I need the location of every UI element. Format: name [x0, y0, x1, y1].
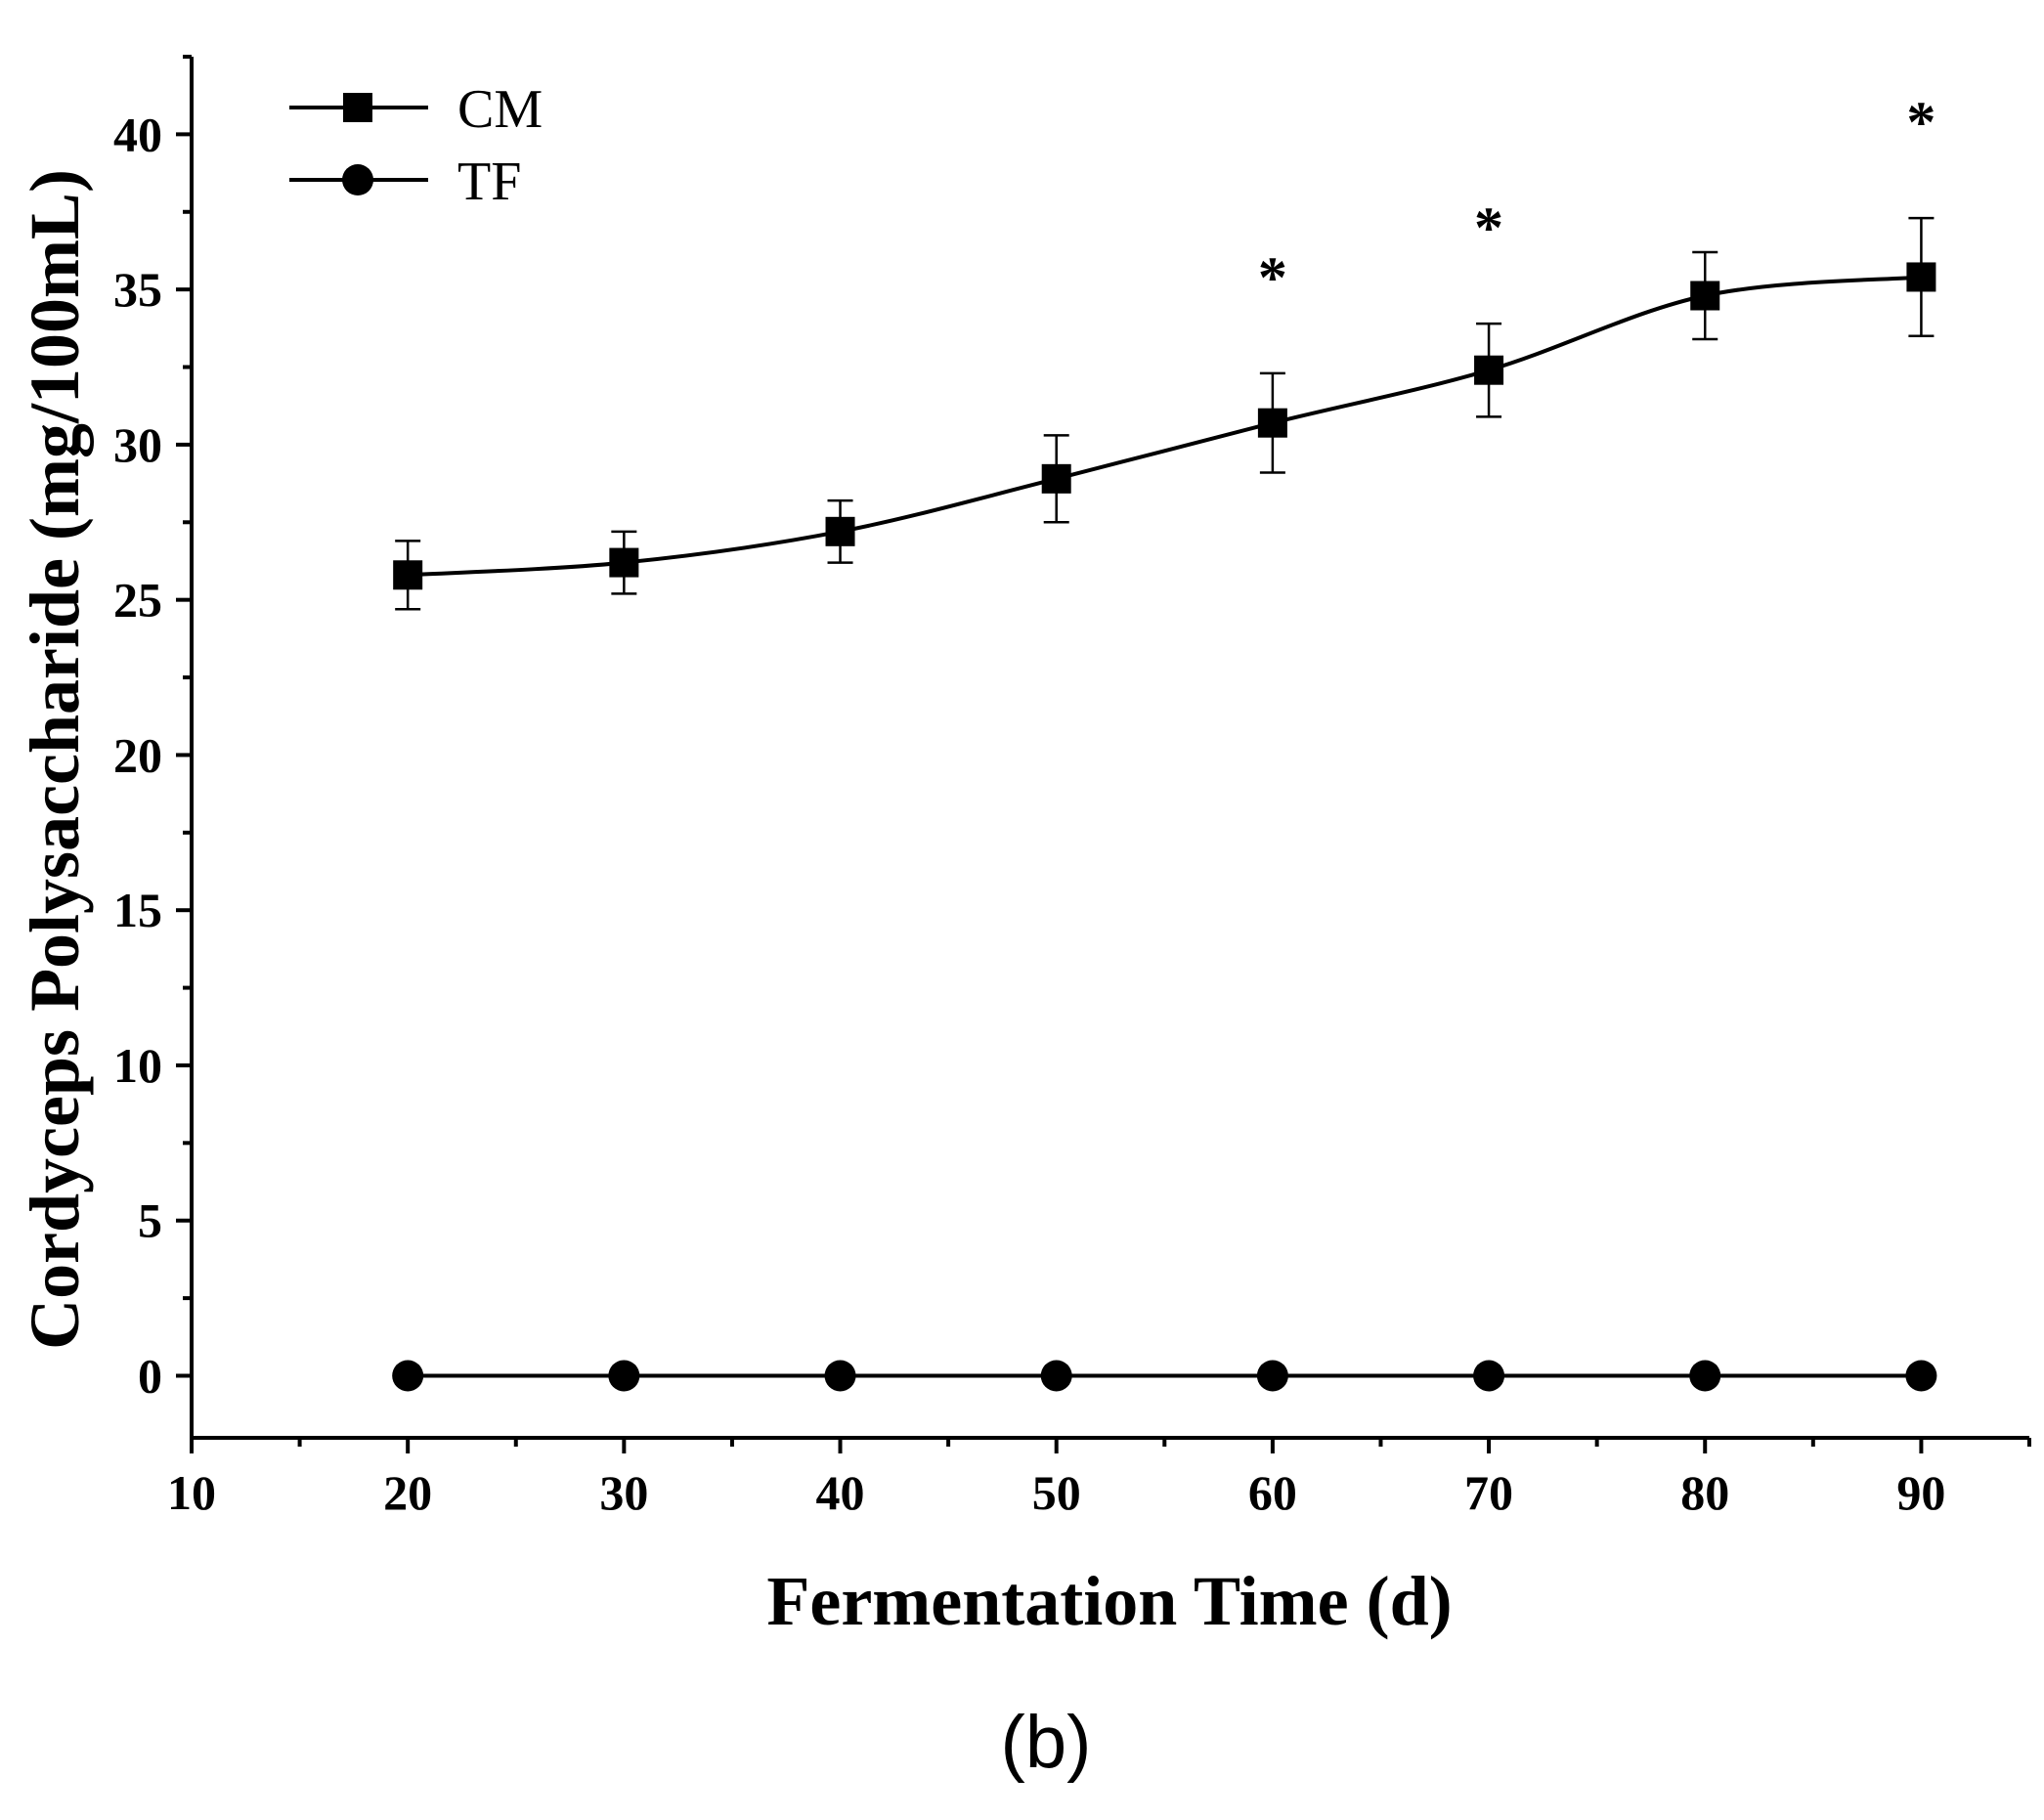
y-tick-label: 30 [113, 417, 162, 472]
legend: CM TF [289, 79, 543, 212]
x-tick-label: 40 [816, 1465, 865, 1520]
significance-star: * [1906, 90, 1935, 154]
y-tick-label: 0 [138, 1348, 162, 1403]
x-tick-label: 10 [167, 1465, 216, 1520]
x-tick-label: 50 [1032, 1465, 1081, 1520]
cm-point [1474, 355, 1504, 385]
tf-point [608, 1360, 640, 1392]
tf-point [1689, 1360, 1721, 1392]
cm-series-line [408, 275, 1922, 578]
cm-point [609, 547, 639, 578]
axes: 10 20 30 40 50 60 70 80 90 0 5 10 15 20 25 30 35 40 [113, 55, 2031, 1520]
tf-point [1473, 1360, 1505, 1392]
tf-point [1905, 1360, 1937, 1392]
y-tick-label: 40 [113, 107, 162, 161]
y-tick-label: 20 [113, 727, 162, 782]
cm-point [1041, 463, 1071, 494]
tf-point [1040, 1360, 1072, 1392]
tf-point [1256, 1360, 1288, 1392]
cm-point [1257, 408, 1287, 438]
cm-point [393, 560, 423, 590]
significance-star: * [1474, 195, 1503, 260]
plot-area: * * * [392, 90, 1937, 1392]
cm-point [1906, 262, 1936, 292]
y-tick-label: 15 [113, 883, 162, 937]
y-tick-label: 35 [113, 262, 162, 317]
legend-marker-cm [343, 93, 372, 122]
significance-star: * [1258, 245, 1287, 310]
x-tick-label: 60 [1248, 1465, 1297, 1520]
legend-label-cm: CM [457, 79, 543, 140]
cm-point [1690, 281, 1720, 311]
y-tick-label: 10 [113, 1038, 162, 1093]
legend-label-tf: TF [457, 152, 521, 212]
cm-point [825, 516, 855, 546]
tf-point [392, 1360, 424, 1392]
y-tick-label: 5 [138, 1193, 162, 1248]
x-tick-label: 30 [599, 1465, 648, 1520]
legend-marker-tf [342, 164, 373, 195]
x-tick-label: 70 [1464, 1465, 1513, 1520]
x-tick-label: 80 [1680, 1465, 1729, 1520]
y-tick-label: 25 [113, 573, 162, 628]
x-tick-label: 20 [383, 1465, 432, 1520]
panel-label: (b) [1001, 1701, 1092, 1784]
tf-point [824, 1360, 856, 1392]
x-tick-label: 90 [1896, 1465, 1945, 1520]
x-axis-title: Fermentation Time (d) [766, 1562, 1452, 1640]
y-axis-title: Cordyceps Polysaccharide (mg/100mL) [16, 169, 94, 1350]
